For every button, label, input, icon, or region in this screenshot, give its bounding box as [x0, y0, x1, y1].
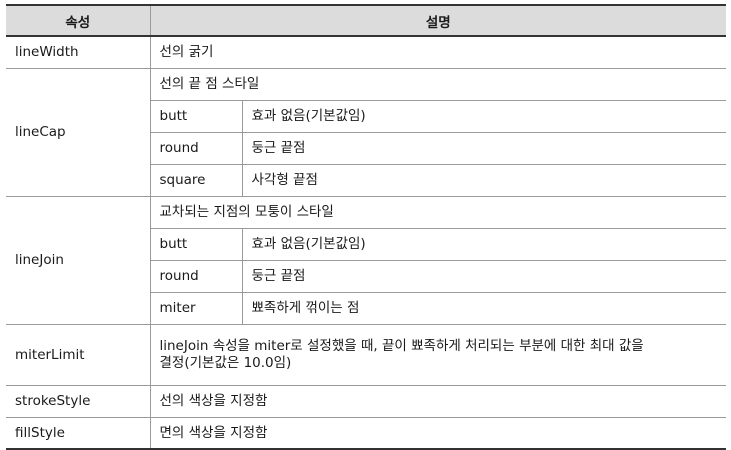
- table-row: strokeStyle 선의 색상을 지정함: [6, 385, 726, 418]
- option-description: 효과 없음(기본값임): [241, 100, 726, 133]
- description-line-2: 결정(기본값은 10.0임): [159, 355, 292, 371]
- table-subrow: miter 뾰족하게 꺾이는 점: [6, 292, 726, 325]
- header-property: 속성: [6, 4, 150, 37]
- option-value: miter: [149, 292, 242, 325]
- option-description: 뾰족하게 꺾이는 점: [241, 292, 726, 325]
- property-description: lineJoin 속성을 miter로 설정했을 때, 끝이 뾰족하게 처리되는…: [149, 324, 726, 386]
- property-name: lineWidth: [6, 36, 150, 69]
- property-description: 선의 굵기: [149, 36, 726, 69]
- properties-table-container: 속성 설명 lineWidth 선의 굵기 lineCap 선의 끝 점 스타일…: [6, 4, 726, 450]
- option-description: 둥근 끝점: [241, 260, 726, 293]
- option-description: 사각형 끝점: [241, 164, 726, 197]
- table-subrow: butt 효과 없음(기본값임): [6, 100, 726, 133]
- canvas-line-properties-table: 속성 설명 lineWidth 선의 굵기 lineCap 선의 끝 점 스타일…: [6, 4, 726, 450]
- description-line-1: lineJoin 속성을 miter로 설정했을 때, 끝이 뾰족하게 처리되는…: [159, 338, 644, 355]
- property-name: strokeStyle: [6, 385, 150, 418]
- option-value: butt: [149, 228, 242, 261]
- property-name: miterLimit: [6, 324, 150, 386]
- property-description: 선의 끝 점 스타일: [149, 68, 726, 101]
- table-row: lineJoin 교차되는 지점의 모퉁이 스타일: [6, 196, 726, 325]
- option-value: round: [149, 260, 242, 293]
- table-subrow: round 둥근 끝점: [6, 132, 726, 165]
- property-name: lineCap: [6, 68, 150, 197]
- table-header-row: 속성 설명: [6, 4, 726, 37]
- table-subrow: square 사각형 끝점: [6, 164, 726, 197]
- property-description: 선의 색상을 지정함: [149, 385, 726, 418]
- property-description: 면의 색상을 지정함: [149, 417, 726, 450]
- option-description: 효과 없음(기본값임): [241, 228, 726, 261]
- property-name: lineJoin: [6, 196, 150, 325]
- option-value: round: [149, 132, 242, 165]
- table-row: lineWidth 선의 굵기: [6, 36, 726, 69]
- option-value: square: [149, 164, 242, 197]
- option-value: butt: [149, 100, 242, 133]
- header-description: 설명: [149, 4, 726, 37]
- property-name: fillStyle: [6, 417, 150, 450]
- option-description: 둥근 끝점: [241, 132, 726, 165]
- property-description: 교차되는 지점의 모퉁이 스타일: [149, 196, 726, 229]
- table-row: fillStyle 면의 색상을 지정함: [6, 417, 726, 450]
- table-row: lineCap 선의 끝 점 스타일: [6, 68, 726, 197]
- table-subrow: round 둥근 끝점: [6, 260, 726, 293]
- table-subrow: butt 효과 없음(기본값임): [6, 228, 726, 261]
- table-row: miterLimit lineJoin 속성을 miter로 설정했을 때, 끝…: [6, 324, 726, 386]
